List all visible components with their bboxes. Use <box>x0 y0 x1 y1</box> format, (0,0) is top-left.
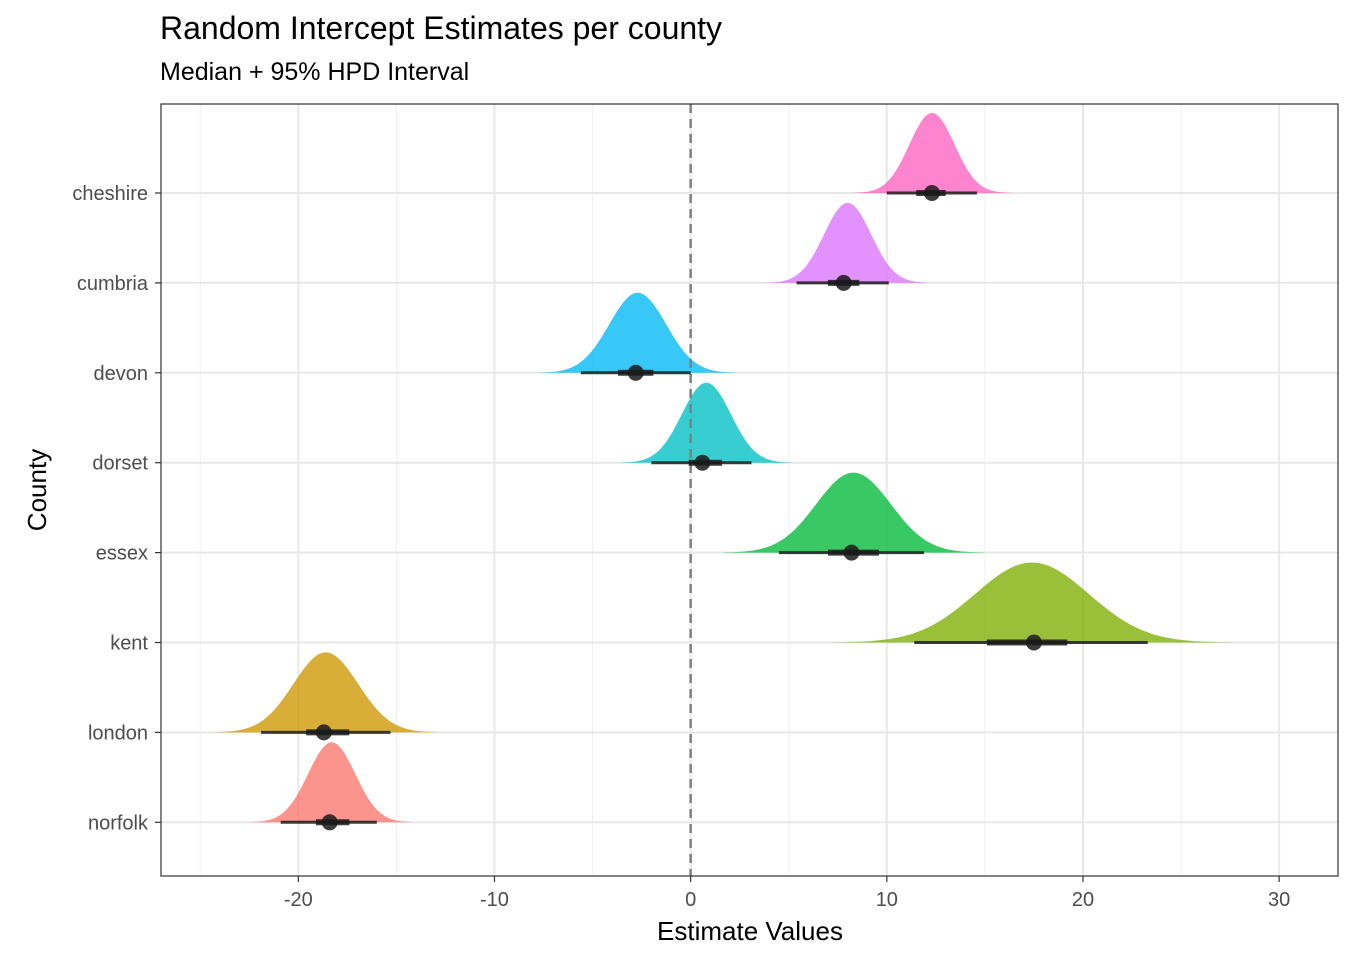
y-axis-title: County <box>22 449 52 531</box>
x-tick-label: -20 <box>284 889 313 911</box>
x-tick-label: -10 <box>480 889 509 911</box>
panel-border <box>160 103 1339 877</box>
y-tick-label-cheshire: cheshire <box>72 183 148 205</box>
median-point-norfolk <box>321 814 338 831</box>
x-tick-label: 10 <box>876 889 898 911</box>
density-ridge-cheshire <box>853 113 1011 193</box>
y-tick-label-cumbria: cumbria <box>77 273 149 295</box>
y-tick-label-essex: essex <box>96 543 148 565</box>
x-tick-label: 30 <box>1268 889 1290 911</box>
y-tick-label-devon: devon <box>94 363 149 385</box>
density-ridge-norfolk <box>249 742 415 823</box>
median-point-kent <box>1025 634 1042 651</box>
density-ridge-cumbria <box>765 202 930 283</box>
density-ridge-kent <box>832 562 1232 643</box>
y-tick-label-london: london <box>88 722 148 744</box>
median-point-cheshire <box>923 185 940 201</box>
y-tick-label-kent: kent <box>110 633 148 655</box>
median-point-essex <box>843 544 860 561</box>
median-point-dorset <box>694 454 711 471</box>
axis-layer: cheshire cumbria devon dorset essex kent londo… <box>72 183 1290 911</box>
median-point-london <box>315 724 332 741</box>
panel-background <box>161 104 1338 876</box>
x-tick-label: 0 <box>685 889 696 911</box>
y-tick-label-dorset: dorset <box>92 453 148 475</box>
chart-title: Random Intercept Estimates per county <box>160 10 723 46</box>
density-ridge-devon <box>538 292 738 373</box>
x-axis-title: Estimate Values <box>657 916 843 946</box>
density-ridge-dorset <box>620 382 793 463</box>
density-ridge-essex <box>723 472 984 553</box>
median-point-devon <box>627 364 644 381</box>
x-tick-label: 20 <box>1072 889 1094 911</box>
interval-layer <box>261 185 1148 831</box>
median-point-cumbria <box>835 274 852 291</box>
density-ridge-london <box>212 652 440 733</box>
ridge-layer <box>212 113 1232 823</box>
chart-subtitle: Median + 95% HPD Interval <box>160 58 470 86</box>
y-tick-label-norfolk: norfolk <box>88 812 149 834</box>
